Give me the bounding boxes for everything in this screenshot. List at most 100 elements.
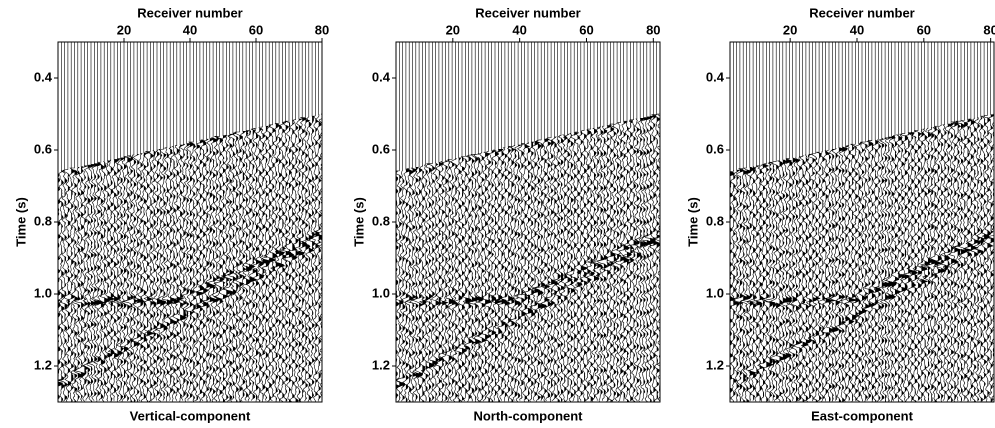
trace-line: [948, 42, 962, 402]
trace-line: [279, 42, 292, 401]
trace-fill: [399, 170, 405, 402]
trace-line: [251, 42, 263, 402]
trace-line: [260, 42, 271, 401]
trace-line: [749, 42, 765, 401]
trace-line: [211, 42, 223, 402]
trace-fill: [789, 158, 793, 402]
trace-line: [80, 42, 89, 402]
x-tick-label: 80: [315, 22, 329, 37]
trace-fill: [120, 157, 125, 402]
trace-line: [513, 42, 522, 402]
trace-line: [529, 42, 542, 402]
trace-line: [73, 42, 87, 401]
trace-fill: [100, 162, 105, 402]
trace-line: [299, 42, 311, 402]
trace-line: [869, 42, 882, 402]
trace-fill: [891, 136, 897, 402]
trace-fill: [928, 128, 933, 402]
trace-fill: [176, 145, 184, 402]
y-axis-label: Time (s): [685, 197, 700, 247]
y-tick-label: 1.2: [34, 357, 52, 372]
trace-line: [531, 42, 548, 401]
trace-line: [234, 42, 245, 402]
trace-fill: [219, 136, 225, 402]
trace-line: [738, 42, 749, 402]
trace-fill: [970, 119, 978, 402]
trace-line: [86, 42, 96, 402]
trace-line: [839, 42, 851, 402]
trace-fill: [739, 169, 744, 402]
trace-line: [197, 42, 209, 402]
trace-line: [310, 42, 322, 402]
trace-line: [950, 42, 962, 402]
trace-line: [178, 42, 188, 401]
x-tick-label: 80: [646, 22, 660, 37]
trace-line: [732, 42, 744, 402]
trace-line: [912, 42, 923, 401]
trace-line: [129, 42, 141, 402]
trace-line: [195, 42, 206, 402]
plot-area: 20 40 60 80 0.4 0.6 0.8 1.0 1.2 Receiver number Ti…: [351, 5, 660, 423]
trace-line: [99, 42, 109, 402]
trace-line: [440, 42, 449, 402]
trace-line: [396, 42, 406, 402]
trace-line: [152, 42, 167, 401]
trace-line: [310, 42, 320, 402]
trace-line: [618, 42, 631, 401]
trace-line: [856, 42, 868, 401]
trace-line: [860, 42, 870, 402]
trace-line: [838, 42, 849, 401]
trace-line: [882, 42, 895, 402]
trace-line: [521, 42, 534, 401]
trace-line: [304, 42, 315, 402]
trace-line: [297, 42, 308, 402]
trace-line: [436, 42, 449, 402]
trace-fill: [312, 116, 316, 402]
trace-line: [778, 42, 790, 402]
trace-fill: [285, 121, 291, 402]
trace-line: [497, 42, 510, 402]
trace-line: [262, 42, 276, 402]
trace-line: [919, 42, 933, 402]
trace-fill: [898, 134, 902, 402]
trace-line: [154, 42, 167, 402]
trace-line: [161, 42, 174, 402]
trace-line: [514, 42, 527, 401]
trace-fill: [829, 150, 836, 402]
trace-line: [508, 42, 515, 402]
trace-fill: [485, 152, 492, 402]
panel-title: East-component: [811, 408, 914, 423]
y-tick-label: 0.6: [372, 141, 390, 156]
trace-line: [784, 42, 793, 402]
trace-line: [761, 42, 776, 402]
trace-line: [850, 42, 861, 401]
trace-line: [400, 42, 411, 402]
trace-fill: [603, 126, 608, 402]
trace-fill: [911, 132, 918, 402]
trace-line: [817, 42, 826, 402]
trace-fill: [990, 114, 994, 402]
trace-line: [652, 42, 660, 402]
trace-line: [600, 42, 612, 402]
trace-line: [815, 42, 822, 402]
trace-line: [609, 42, 622, 402]
trace-fill: [832, 149, 838, 402]
trace-line: [452, 42, 463, 402]
trace-line: [423, 42, 436, 402]
trace-line: [958, 42, 971, 402]
trace-line: [965, 42, 979, 402]
trace-line: [900, 42, 911, 402]
trace-line: [119, 42, 134, 402]
trace-line: [497, 42, 508, 401]
trace-fill: [256, 128, 262, 402]
trace-fill: [471, 155, 477, 402]
trace-line: [650, 42, 660, 402]
trace-line: [833, 42, 846, 402]
y-tick-label: 0.8: [706, 213, 724, 228]
trace-fill: [531, 142, 535, 402]
trace-line: [557, 42, 568, 402]
trace-fill: [878, 139, 883, 402]
trace-fill: [524, 143, 530, 402]
trace-fill: [67, 169, 72, 402]
trace-fill: [478, 153, 483, 402]
